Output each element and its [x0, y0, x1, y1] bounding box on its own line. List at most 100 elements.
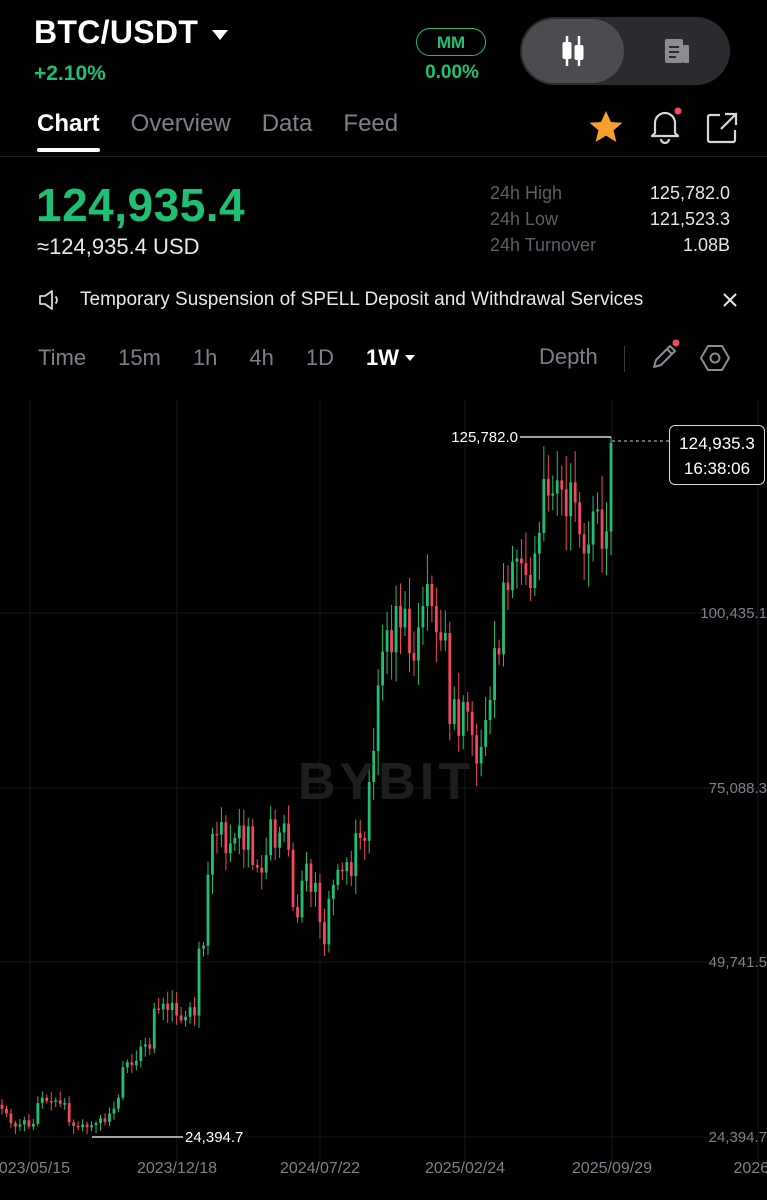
- candle-body: [600, 509, 604, 549]
- candle-body: [461, 701, 465, 736]
- candle-body: [67, 1103, 71, 1123]
- candle-body: [161, 1003, 165, 1010]
- candle-body: [291, 849, 295, 908]
- candle-body: [237, 825, 241, 839]
- candle-body: [479, 746, 483, 764]
- candle-body: [551, 493, 555, 496]
- toolbar-divider: [624, 346, 625, 372]
- candle-body: [215, 833, 219, 836]
- candle-body: [305, 863, 308, 881]
- candle-body: [242, 825, 246, 850]
- candle-body: [542, 478, 546, 533]
- candle-body: [529, 574, 532, 589]
- candle-body: [81, 1124, 84, 1128]
- candle-body: [493, 648, 496, 700]
- mm-badge[interactable]: MM: [416, 28, 486, 56]
- orderbook-view-button[interactable]: [626, 19, 728, 83]
- candle-body: [197, 948, 201, 1016]
- candle-body: [426, 583, 429, 607]
- candle-body: [206, 874, 210, 946]
- last-price-usd: ≈124,935.4 USD: [37, 234, 200, 259]
- candle-body: [497, 648, 501, 655]
- tab-chart[interactable]: Chart: [37, 110, 100, 152]
- candle-body: [90, 1125, 93, 1128]
- candle-body: [609, 442, 613, 532]
- candle-body: [412, 652, 416, 661]
- price-change: +2.10%: [34, 62, 106, 85]
- interval-1w-label: 1W: [365, 345, 399, 370]
- candle-body: [211, 833, 214, 875]
- last-price-tag: 124,935.3 16:38:06: [669, 425, 765, 485]
- candle-body: [385, 630, 389, 652]
- candle-body: [184, 1016, 187, 1021]
- last-price-tag-value: 124,935.3: [679, 434, 755, 453]
- candle-body: [193, 1007, 196, 1016]
- tab-data[interactable]: Data: [261, 110, 313, 137]
- tab-overview[interactable]: Overview: [130, 110, 231, 137]
- last-price: 124,935.4: [36, 179, 246, 231]
- x-axis-tick-label: 2025/02/24: [425, 1160, 505, 1177]
- candle-body: [309, 863, 313, 892]
- candle-body: [372, 751, 376, 783]
- candle-body: [179, 1015, 183, 1021]
- candle-body: [157, 1008, 161, 1011]
- candle-body: [443, 632, 447, 641]
- y-axis-tick-label: 100,435.1: [700, 605, 767, 622]
- candle-body: [45, 1097, 49, 1102]
- announcement-text[interactable]: Temporary Suspension of SPELL Deposit an…: [80, 289, 644, 310]
- candle-body: [327, 898, 331, 945]
- candle-body: [394, 606, 398, 653]
- close-icon[interactable]: [722, 292, 738, 308]
- chevron-down-icon[interactable]: [212, 29, 229, 40]
- y-axis-tick-label: 75,088.3: [709, 780, 767, 797]
- orderbook-icon: [665, 39, 689, 63]
- favorite-star-icon[interactable]: [587, 109, 625, 145]
- candle-body: [399, 606, 402, 628]
- share-icon[interactable]: [704, 110, 740, 146]
- interval-time[interactable]: Time: [38, 345, 87, 370]
- candle-body: [555, 480, 559, 494]
- candle-body: [524, 563, 528, 575]
- candle-body: [152, 1008, 156, 1049]
- y-axis-tick-label: 49,741.5: [709, 954, 767, 971]
- mm-value: 0.00%: [425, 62, 479, 83]
- low-marker-label: 24,394.7: [185, 1129, 243, 1146]
- announcement-banner[interactable]: Temporary Suspension of SPELL Deposit an…: [38, 286, 738, 314]
- candle-body: [466, 701, 470, 712]
- candle-body: [439, 632, 443, 641]
- trading-pair[interactable]: BTC/USDT: [34, 14, 199, 50]
- candle-body: [251, 826, 255, 865]
- tab-feed[interactable]: Feed: [343, 110, 399, 137]
- candle-body: [264, 855, 268, 873]
- candlestick-view-button[interactable]: [522, 19, 624, 83]
- candle-body: [54, 1100, 58, 1102]
- pencil-icon[interactable]: [648, 338, 680, 372]
- x-axis-tick-label: 2023/05/15: [0, 1160, 70, 1177]
- candle-body: [354, 833, 358, 876]
- interval-1d[interactable]: 1D: [305, 345, 334, 370]
- interval-1h[interactable]: 1h: [192, 345, 218, 370]
- settings-icon[interactable]: [700, 344, 730, 372]
- interval-4h[interactable]: 4h: [249, 345, 274, 370]
- interval-15m[interactable]: 15m: [118, 345, 161, 370]
- candle-body: [202, 945, 205, 949]
- candle-body: [403, 608, 407, 628]
- depth-button[interactable]: Depth: [539, 344, 598, 369]
- stat-value: 121,523.3: [649, 209, 730, 229]
- candle-body: [390, 630, 393, 653]
- stat-value: 125,782.0: [649, 183, 730, 203]
- candle-body: [63, 1103, 67, 1105]
- candle-body: [170, 1003, 174, 1010]
- stat-row-turnover: 24h Turnover 1.08B: [490, 232, 730, 258]
- candle-body: [72, 1122, 76, 1126]
- candle-body: [134, 1061, 138, 1066]
- alert-bell-icon[interactable]: [647, 106, 683, 144]
- candle-body: [323, 922, 326, 945]
- candle-body: [358, 833, 362, 839]
- trading-pair-selector[interactable]: BTC/USDT: [34, 14, 229, 51]
- candle-body: [130, 1062, 134, 1066]
- candle-body: [340, 869, 344, 872]
- interval-1w[interactable]: 1W: [366, 345, 415, 371]
- price-chart[interactable]: 125,782.0 24,394.7 100,435.1 75,088.3 49,741…: [0, 400, 767, 1200]
- candle-body: [99, 1118, 102, 1124]
